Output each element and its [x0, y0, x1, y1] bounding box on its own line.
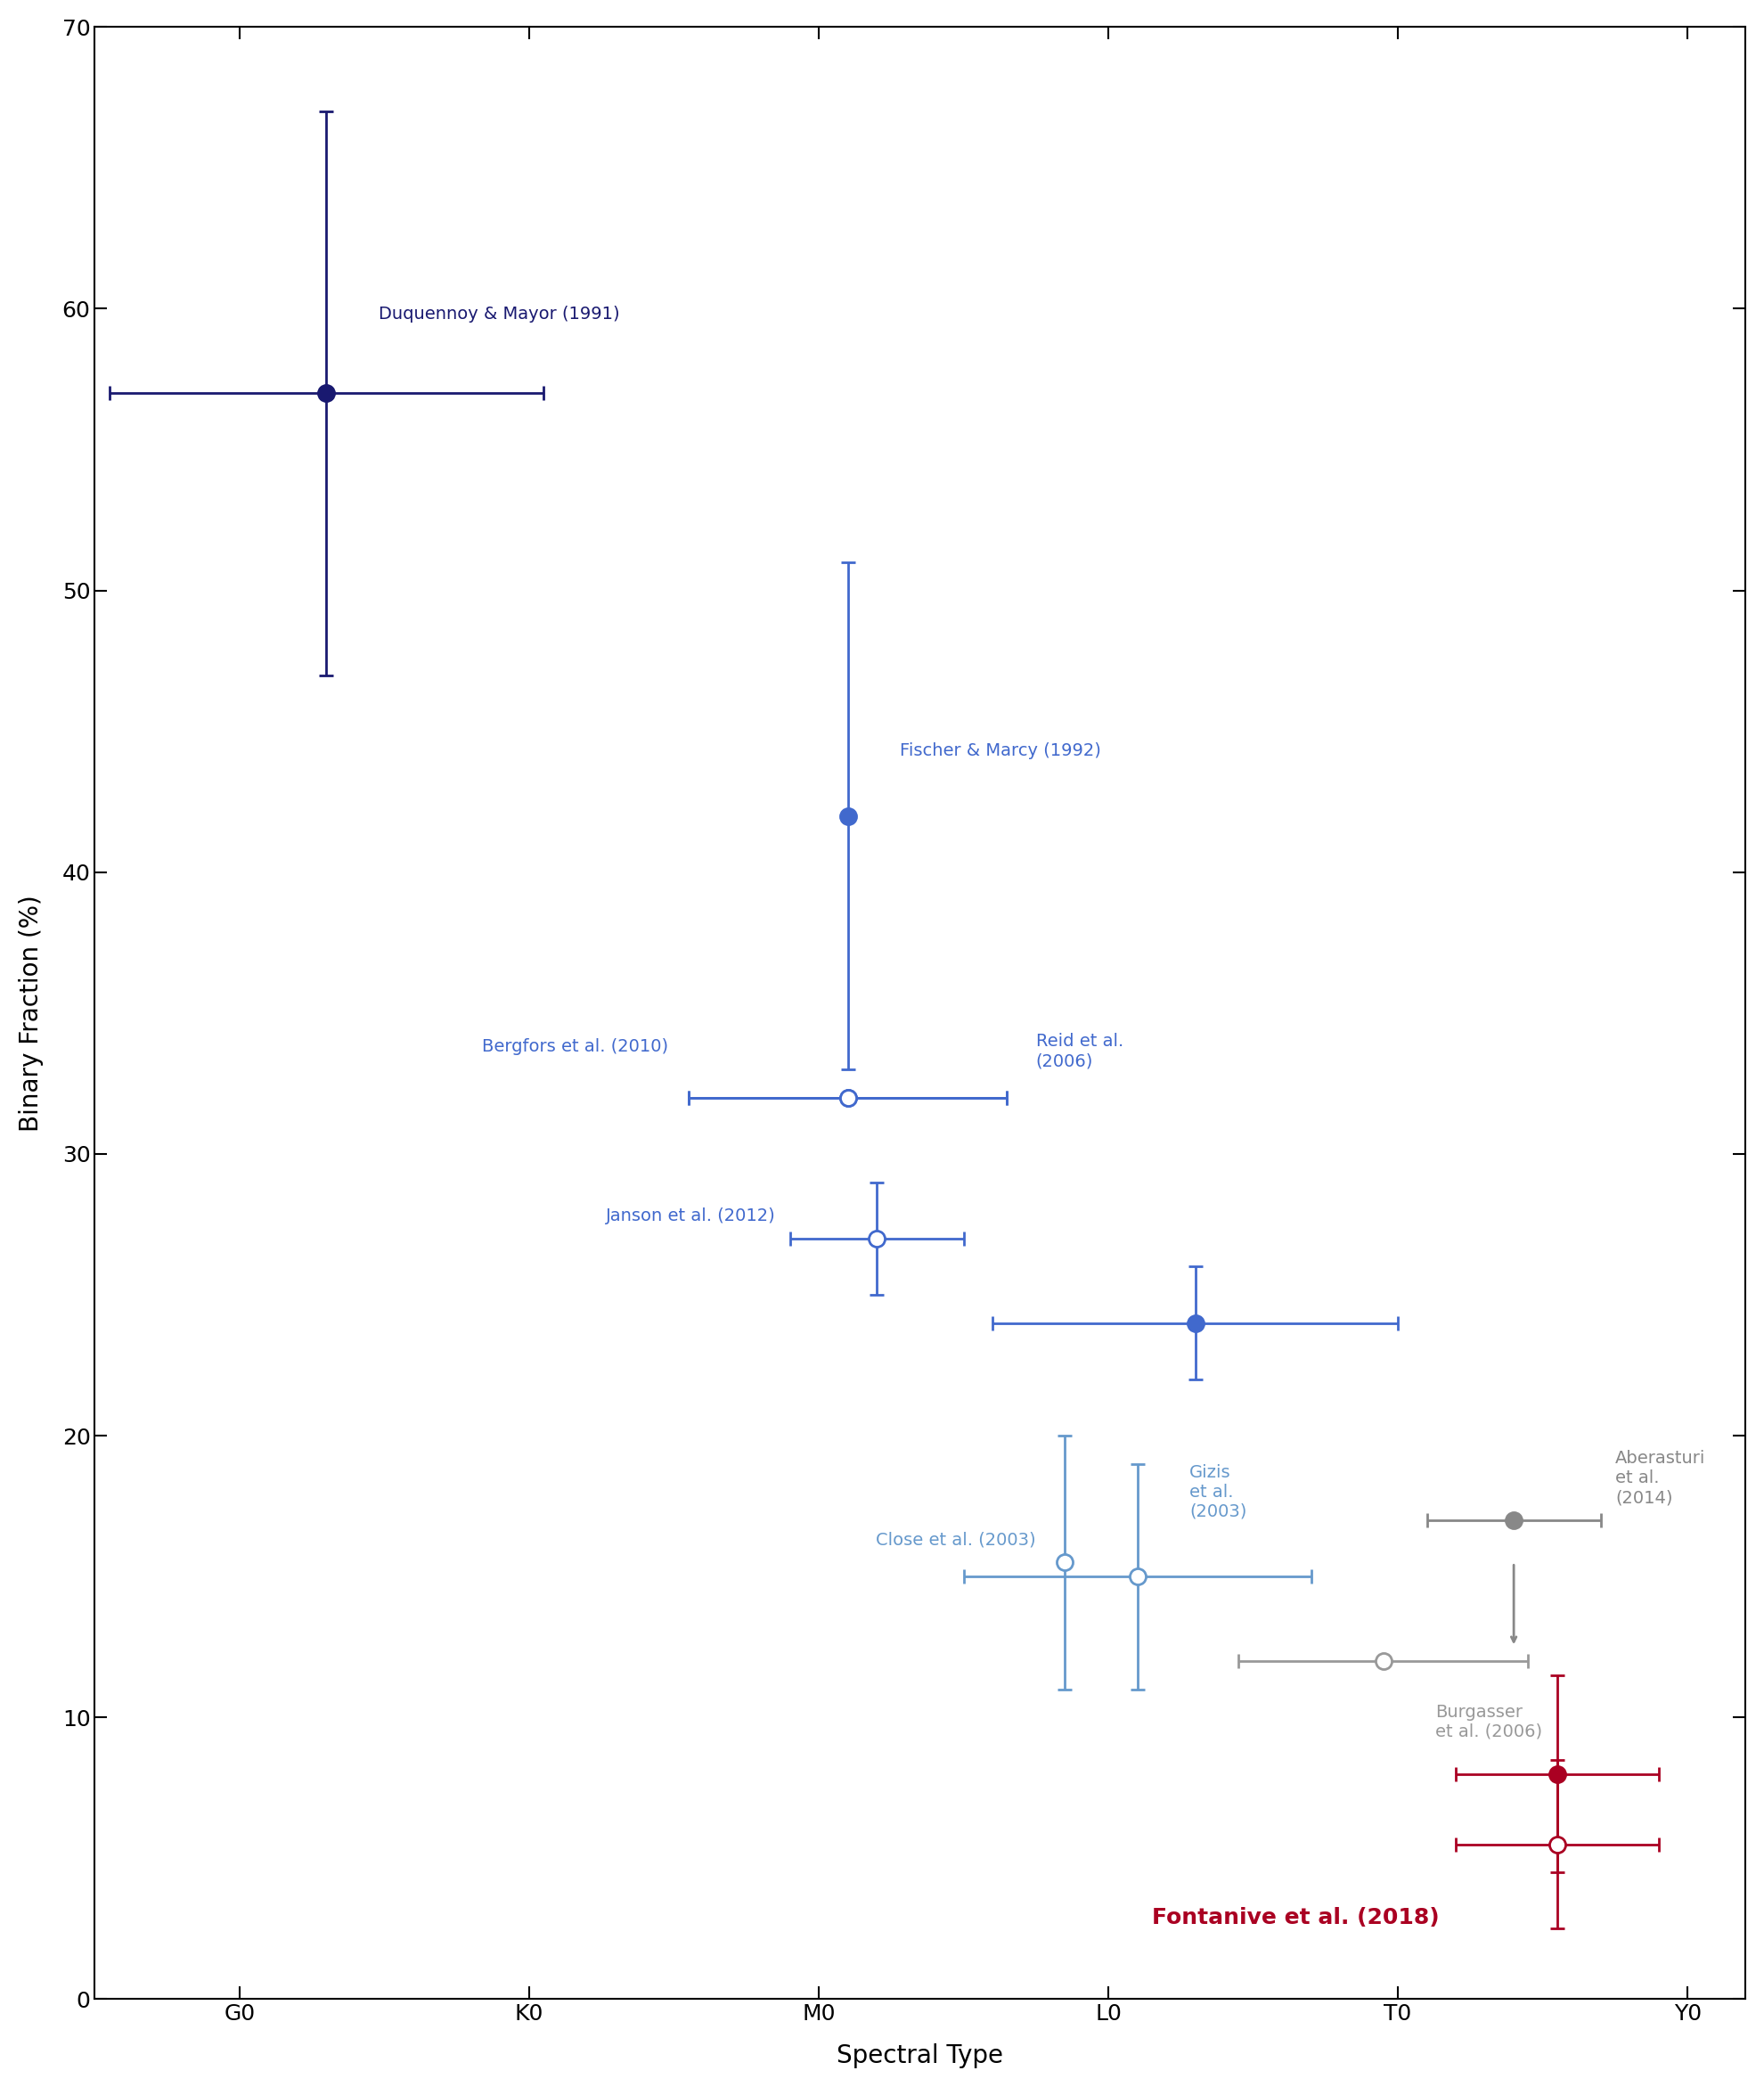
Text: Fischer & Marcy (1992): Fischer & Marcy (1992): [900, 743, 1101, 760]
Text: Reid et al.
(2006): Reid et al. (2006): [1035, 1033, 1124, 1069]
Text: Close et al. (2003): Close et al. (2003): [877, 1532, 1035, 1549]
X-axis label: Spectral Type: Spectral Type: [836, 2043, 1004, 2068]
Text: Burgasser
et al. (2006): Burgasser et al. (2006): [1436, 1703, 1542, 1741]
Text: Gizis
et al.
(2003): Gizis et al. (2003): [1189, 1465, 1247, 1519]
Text: Bergfors et al. (2010): Bergfors et al. (2010): [482, 1039, 669, 1056]
Text: Janson et al. (2012): Janson et al. (2012): [605, 1208, 776, 1225]
Text: Fontanive et al. (2018): Fontanive et al. (2018): [1152, 1908, 1439, 1928]
Text: Aberasturi
et al.
(2014): Aberasturi et al. (2014): [1616, 1450, 1706, 1507]
Y-axis label: Binary Fraction (%): Binary Fraction (%): [19, 895, 44, 1131]
Text: Duquennoy & Mayor (1991): Duquennoy & Mayor (1991): [379, 307, 619, 323]
